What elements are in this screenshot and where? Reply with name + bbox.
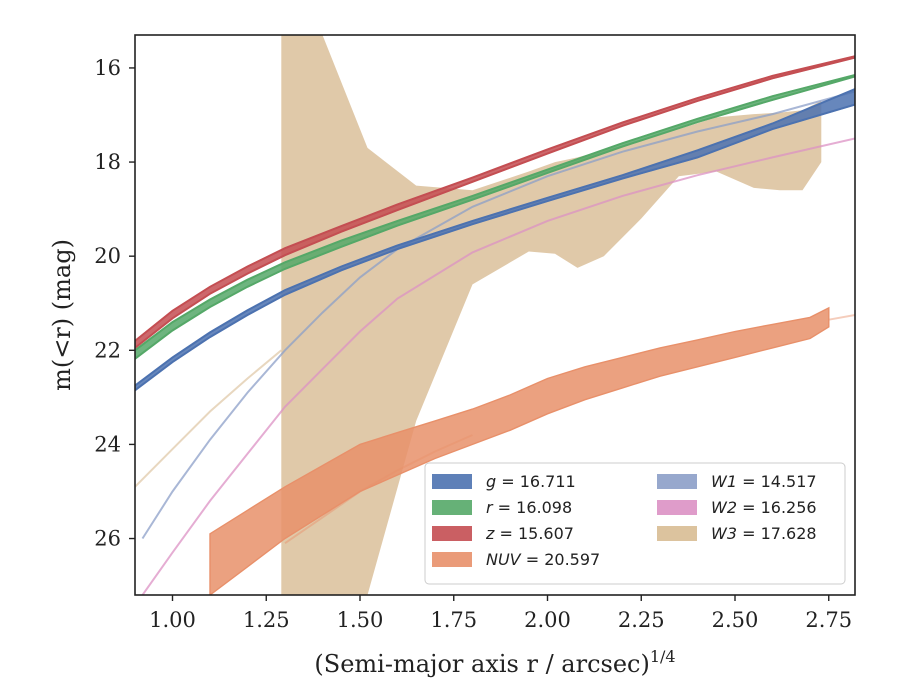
legend-label-z: z = 15.607	[485, 524, 574, 543]
y-axis: 16 18 20 22 24 26	[94, 56, 135, 551]
series-w2-line	[141, 137, 855, 595]
series-r-lower-line	[135, 75, 855, 360]
y-tick-label: 24	[94, 432, 121, 456]
series-w3-band	[281, 35, 822, 595]
series-w1-line	[141, 90, 855, 540]
legend-label-w1: W1 = 14.517	[711, 472, 817, 491]
x-axis-title: (Semi-major axis r / arcsec)1/4	[314, 647, 675, 678]
legend-swatch-g	[432, 474, 472, 489]
legend-swatch-r	[432, 500, 472, 515]
x-tick-label: 2.50	[712, 608, 759, 632]
plot-frame	[134, 34, 856, 596]
series-nuv-faint-line-high	[828, 314, 855, 321]
y-tick-label: 22	[94, 338, 121, 362]
x-tick-label: 2.75	[805, 608, 852, 632]
legend-label-nuv: NUV = 20.597	[486, 550, 600, 569]
series-g-upper-line	[135, 88, 855, 387]
legend-label-r: r = 16.098	[486, 498, 572, 517]
series-z-lower-line	[135, 56, 855, 349]
series-z-upper-line	[135, 55, 855, 342]
legend-swatch-w2	[657, 500, 697, 515]
series-g-lower-line	[135, 103, 855, 392]
x-axis: 1.00 1.25 1.50 1.75 2.00 2.25 2.50 2.75	[149, 595, 852, 632]
series-nuv-band	[209, 306, 830, 595]
x-tick-label: 1.75	[430, 608, 477, 632]
y-tick-label: 20	[94, 244, 121, 268]
x-tick-label: 1.00	[149, 608, 196, 632]
legend-label-g: g = 16.711	[486, 472, 576, 491]
x-tick-label: 2.00	[524, 608, 571, 632]
x-tick-label: 2.25	[618, 608, 665, 632]
legend-label-w2: W2 = 16.256	[711, 498, 817, 517]
series-layer	[135, 35, 855, 595]
legend-swatch-z	[432, 526, 472, 541]
legend-swatch-nuv	[432, 552, 472, 567]
legend: g = 16.711 r = 16.098 z = 15.607 NUV = 20.5…	[424, 462, 846, 585]
legend-swatch-w3	[657, 526, 697, 541]
legend-swatch-w1	[657, 474, 697, 489]
x-tick-label: 1.50	[337, 608, 384, 632]
legend-box	[424, 462, 846, 585]
series-r-upper-line	[135, 74, 855, 352]
x-tick-label: 1.25	[243, 608, 290, 632]
y-axis-title: m(<r) (mag)	[48, 239, 76, 391]
y-tick-label: 26	[94, 527, 121, 551]
y-tick-label: 18	[94, 150, 121, 174]
legend-label-w3: W3 = 17.628	[711, 524, 817, 543]
y-tick-label: 16	[94, 56, 121, 80]
series-w3-faint-line	[135, 349, 282, 488]
